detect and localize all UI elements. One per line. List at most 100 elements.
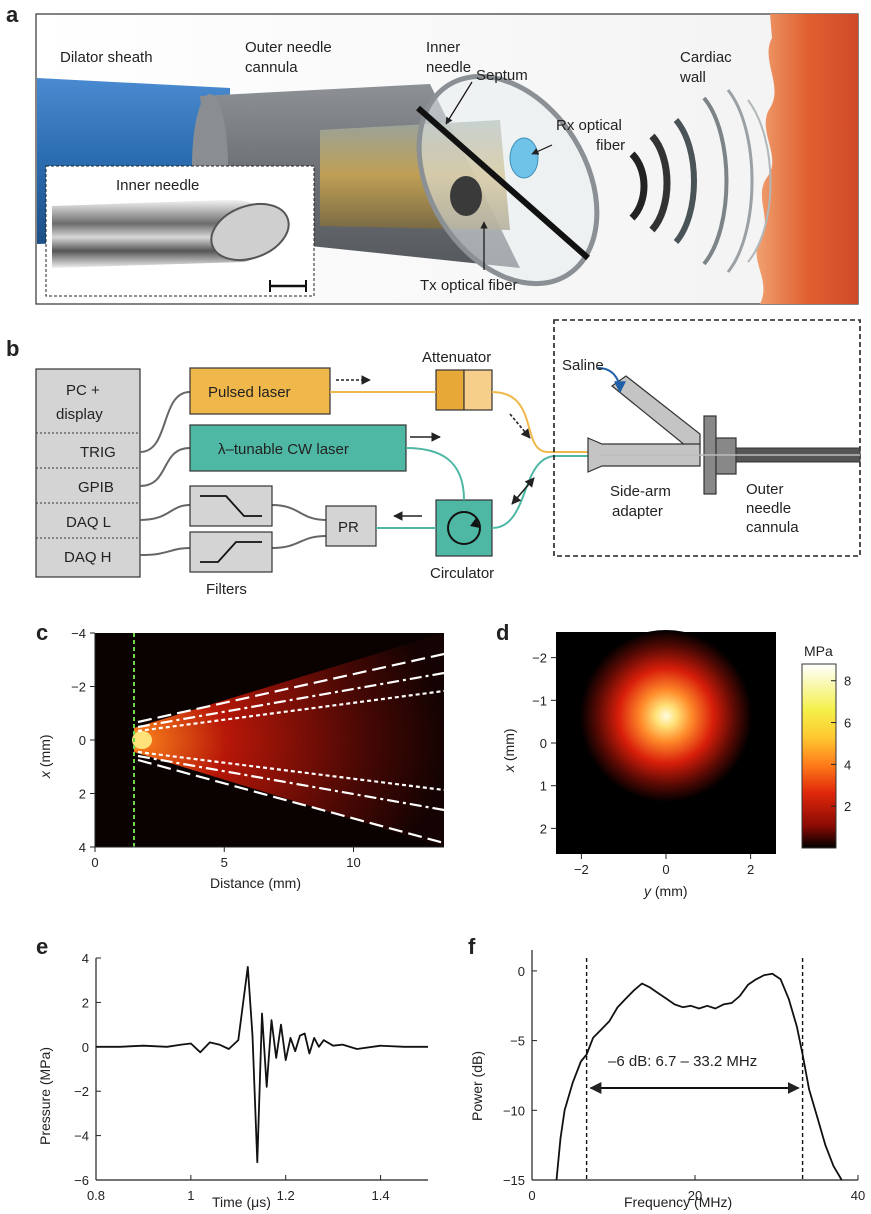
panel-f-ylabel: Power (dB) — [469, 1051, 485, 1121]
panel-c-ylabel: x (mm) — [37, 734, 53, 779]
pc-row-gpib: GPIB — [78, 479, 114, 496]
pc-row-display-2: display — [56, 406, 103, 423]
outer-cannula-label-1: Outer — [746, 481, 784, 498]
label-inner-needle-2: needle — [426, 59, 471, 76]
attenuator-label: Attenuator — [422, 349, 491, 366]
colorbar-title: MPa — [804, 643, 833, 659]
panel-f-chart: 0 20 40−15−10−50 — [503, 950, 865, 1203]
filters-label: Filters — [206, 581, 247, 598]
e-y-tick-label: −6 — [74, 1173, 89, 1188]
panel-d: d −2 0 2 −2 −1 0 1 2 y (mm) x (mm) MPa 2 4 6 8 — [496, 620, 851, 899]
pc-cables — [140, 392, 326, 555]
c-x-tick-label: 0 — [91, 855, 98, 870]
focal-spot — [580, 630, 752, 802]
e-y-tick-label: 4 — [82, 951, 89, 966]
panel-d-ylabel: x (mm) — [501, 728, 517, 773]
label-tx-fiber: Tx optical fiber — [420, 277, 518, 294]
label-septum: Septum — [476, 67, 528, 84]
panel-e-chart: 0.8 1 1.2 1.4 −6 −4 −2 0 2 4 — [74, 951, 428, 1203]
f-x-tick-label: 0 — [528, 1188, 535, 1203]
panel-e-ylabel: Pressure (MPa) — [37, 1047, 53, 1145]
pc-row-daq-h: DAQ H — [64, 549, 112, 566]
panel-b-label: b — [6, 336, 19, 361]
panel-e: e 0.8 1 1.2 1.4 −6 −4 −2 0 2 4 Time (μs) Pressure… — [36, 934, 428, 1210]
colorbar-tick-label: 4 — [844, 757, 851, 772]
label-outer-needle-2: cannula — [245, 59, 298, 76]
panel-c: c 0 5 10 −4 −2 0 2 4 Distance (mm) x (mm) — [36, 620, 444, 891]
pc-row-trig: TRIG — [80, 444, 116, 461]
colorbar-tick-label: 8 — [844, 674, 851, 689]
circulator-label: Circulator — [430, 565, 494, 582]
panel-a: a — [6, 2, 858, 316]
label-rx-fiber-1: Rx optical — [556, 117, 622, 134]
label-rx-fiber-2: fiber — [596, 137, 625, 154]
colorbar — [802, 664, 836, 848]
adapter-luer — [716, 438, 736, 474]
c-y-tick-label: 4 — [79, 840, 86, 855]
panel-d-label: d — [496, 620, 509, 645]
e-y-tick-label: −2 — [74, 1084, 89, 1099]
pc-row-display-1: PC + — [66, 382, 100, 399]
panel-e-xlabel: Time (μs) — [212, 1194, 271, 1210]
pr-label: PR — [338, 519, 359, 536]
c-y-tick-label: 2 — [79, 787, 86, 802]
pulsed-laser-label: Pulsed laser — [208, 384, 291, 401]
d-y-tick-label: 0 — [540, 736, 547, 751]
d-y-tick-label: −1 — [532, 693, 547, 708]
d-x-tick-label: 0 — [662, 862, 669, 877]
outer-cannula-label-2: needle — [746, 500, 791, 517]
panel-d-xlabel-unit: (mm) — [651, 883, 688, 899]
d-y-tick-label: −2 — [532, 651, 547, 666]
side-arm-label-2: adapter — [612, 503, 663, 520]
pc-box — [36, 369, 140, 577]
label-dilator-sheath: Dilator sheath — [60, 49, 153, 66]
label-cardiac-wall-2: wall — [679, 69, 706, 86]
f-y-tick-label: −15 — [503, 1173, 525, 1188]
f-y-tick-label: 0 — [518, 964, 525, 979]
f-x-tick-label: 40 — [851, 1188, 865, 1203]
panel-f: f 0 20 40 −15 −10 −5 0 Frequency (MHz) Power (… — [468, 934, 865, 1210]
filter-high-box — [190, 532, 272, 572]
panel-f-annotation: –6 dB: 6.7 – 33.2 MHz — [608, 1053, 757, 1070]
label-inset-title: Inner needle — [116, 177, 199, 194]
f-y-tick-label: −5 — [510, 1034, 525, 1049]
d-x-tick-label: −2 — [574, 862, 589, 877]
panel-c-xlabel: Distance (mm) — [210, 875, 301, 891]
panel-d-xlabel: y (mm) — [643, 883, 688, 899]
cw-laser-label: λ–tunable CW laser — [218, 441, 349, 458]
d-x-tick-label: 2 — [747, 862, 754, 877]
colorbar-tick-label: 6 — [844, 716, 851, 731]
c-x-tick-label: 5 — [221, 855, 228, 870]
c-y-tick-label: −2 — [71, 680, 86, 695]
panel-e-label: e — [36, 934, 48, 959]
colorbar-tick-label: 2 — [844, 799, 851, 814]
panel-a-label: a — [6, 2, 19, 27]
attenuator-left — [436, 370, 464, 410]
panel-f-xlabel: Frequency (MHz) — [624, 1194, 732, 1210]
e-x-tick-label: 1.2 — [277, 1188, 295, 1203]
label-cardiac-wall-1: Cardiac — [680, 49, 732, 66]
c-y-tick-label: −4 — [71, 626, 86, 641]
circulator-box — [436, 500, 492, 556]
side-arm-branch — [612, 376, 700, 446]
panel-c-ylabel-unit: (mm) — [37, 734, 53, 771]
label-outer-needle-1: Outer needle — [245, 39, 332, 56]
d-y-tick-label: 2 — [540, 821, 547, 836]
pc-row-daq-l: DAQ L — [66, 514, 111, 531]
f-series-line — [557, 974, 842, 1180]
c-x-tick-label: 10 — [346, 855, 360, 870]
attenuator-right — [464, 370, 492, 410]
outer-cannula-label-3: cannula — [746, 519, 799, 536]
c-y-tick-label: 0 — [79, 733, 86, 748]
d-y-tick-label: 1 — [540, 779, 547, 794]
e-x-tick-label: 1 — [187, 1188, 194, 1203]
saline-label: Saline — [562, 357, 604, 374]
e-y-tick-label: −4 — [74, 1129, 89, 1144]
tx-fiber-end — [450, 176, 482, 216]
panel-c-label: c — [36, 620, 48, 645]
side-arm-label-1: Side-arm — [610, 483, 671, 500]
label-inner-needle-1: Inner — [426, 39, 460, 56]
rx-fiber-end — [510, 138, 538, 178]
panel-d-ylabel-unit: (mm) — [501, 728, 517, 765]
